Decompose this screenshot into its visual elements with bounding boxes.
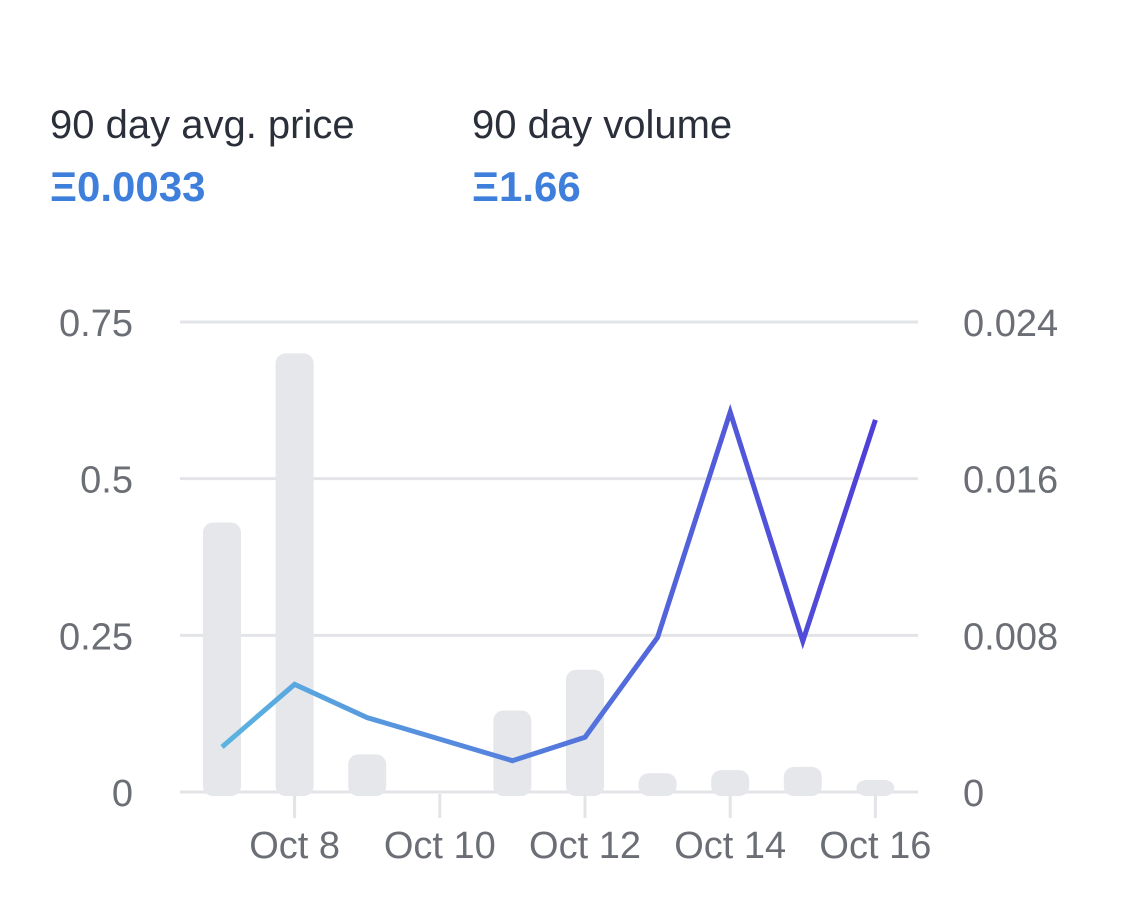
y-right-tick-label: 0.008 — [963, 616, 1058, 658]
volume-label: 90 day volume — [472, 103, 733, 147]
volume-bar — [856, 780, 895, 796]
volume-value: Ξ1.66 — [472, 163, 581, 210]
volume-bar — [203, 522, 241, 796]
x-tick-label: Oct 8 — [249, 825, 340, 867]
volume-bar — [275, 353, 314, 796]
volume-bar — [566, 669, 604, 796]
avg-price-stat: 90 day avg. price Ξ0.0033 — [50, 100, 355, 214]
price-line — [220, 403, 878, 764]
y-left-tick-label: 0.5 — [80, 460, 133, 502]
x-tick-label: Oct 10 — [384, 825, 496, 867]
y-left-tick-label: 0 — [112, 773, 133, 815]
avg-price-label: 90 day avg. price — [50, 103, 355, 147]
price-line-path — [220, 403, 878, 764]
y-right-tick-label: 0 — [963, 773, 984, 815]
volume-bar — [638, 773, 677, 796]
x-tick-label: Oct 16 — [819, 825, 931, 867]
volume-stat: 90 day volume Ξ1.66 — [472, 100, 732, 214]
y-right-tick-label: 0.016 — [963, 460, 1058, 502]
y-left-tick-label: 0.75 — [59, 303, 133, 345]
volume-bar — [493, 710, 532, 796]
x-axis-ticks: Oct 8 Oct 10 Oct 12 Oct 14 Oct 16 — [249, 794, 931, 867]
volume-bars — [203, 353, 895, 796]
y-axis-left: 0 0.25 0.5 0.75 — [59, 303, 133, 815]
y-axis-right: 0 0.008 0.016 0.024 — [963, 303, 1058, 815]
x-tick-label: Oct 14 — [674, 825, 786, 867]
y-left-tick-label: 0.25 — [59, 616, 133, 658]
volume-bar — [783, 766, 822, 796]
y-right-tick-label: 0.024 — [963, 303, 1058, 345]
volume-bar — [348, 754, 387, 796]
volume-bar — [711, 770, 750, 796]
avg-price-value: Ξ0.0033 — [50, 163, 206, 210]
x-tick-label: Oct 12 — [529, 825, 641, 867]
